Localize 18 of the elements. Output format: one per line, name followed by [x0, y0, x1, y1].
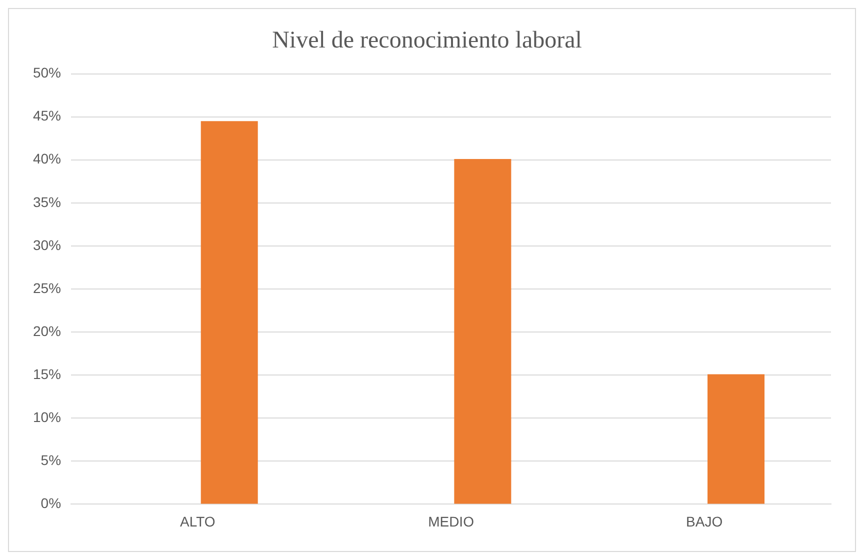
x-tick-label: ALTO	[180, 513, 216, 530]
y-tick-label: 10%	[32, 408, 62, 425]
y-tick-label: 30%	[32, 236, 62, 253]
bar	[454, 159, 512, 504]
y-tick-label: 50%	[32, 64, 62, 81]
y-tick-label: 5%	[40, 452, 62, 468]
x-tick-label: MEDIO	[428, 513, 474, 530]
y-tick-label: 0%	[40, 495, 62, 512]
y-tick-label: 25%	[32, 280, 62, 296]
bar	[708, 374, 764, 504]
y-tick-label: 45%	[32, 108, 62, 124]
y-tick-label: 35%	[32, 194, 62, 210]
y-tick-label: 20%	[32, 322, 62, 339]
chart-title: Nivel de reconocimiento laboral	[272, 28, 582, 54]
y-tick-label: 15%	[32, 366, 62, 382]
bar	[200, 121, 258, 504]
y-tick-label: 40%	[32, 150, 62, 167]
x-tick-label: BAJO	[686, 513, 723, 530]
